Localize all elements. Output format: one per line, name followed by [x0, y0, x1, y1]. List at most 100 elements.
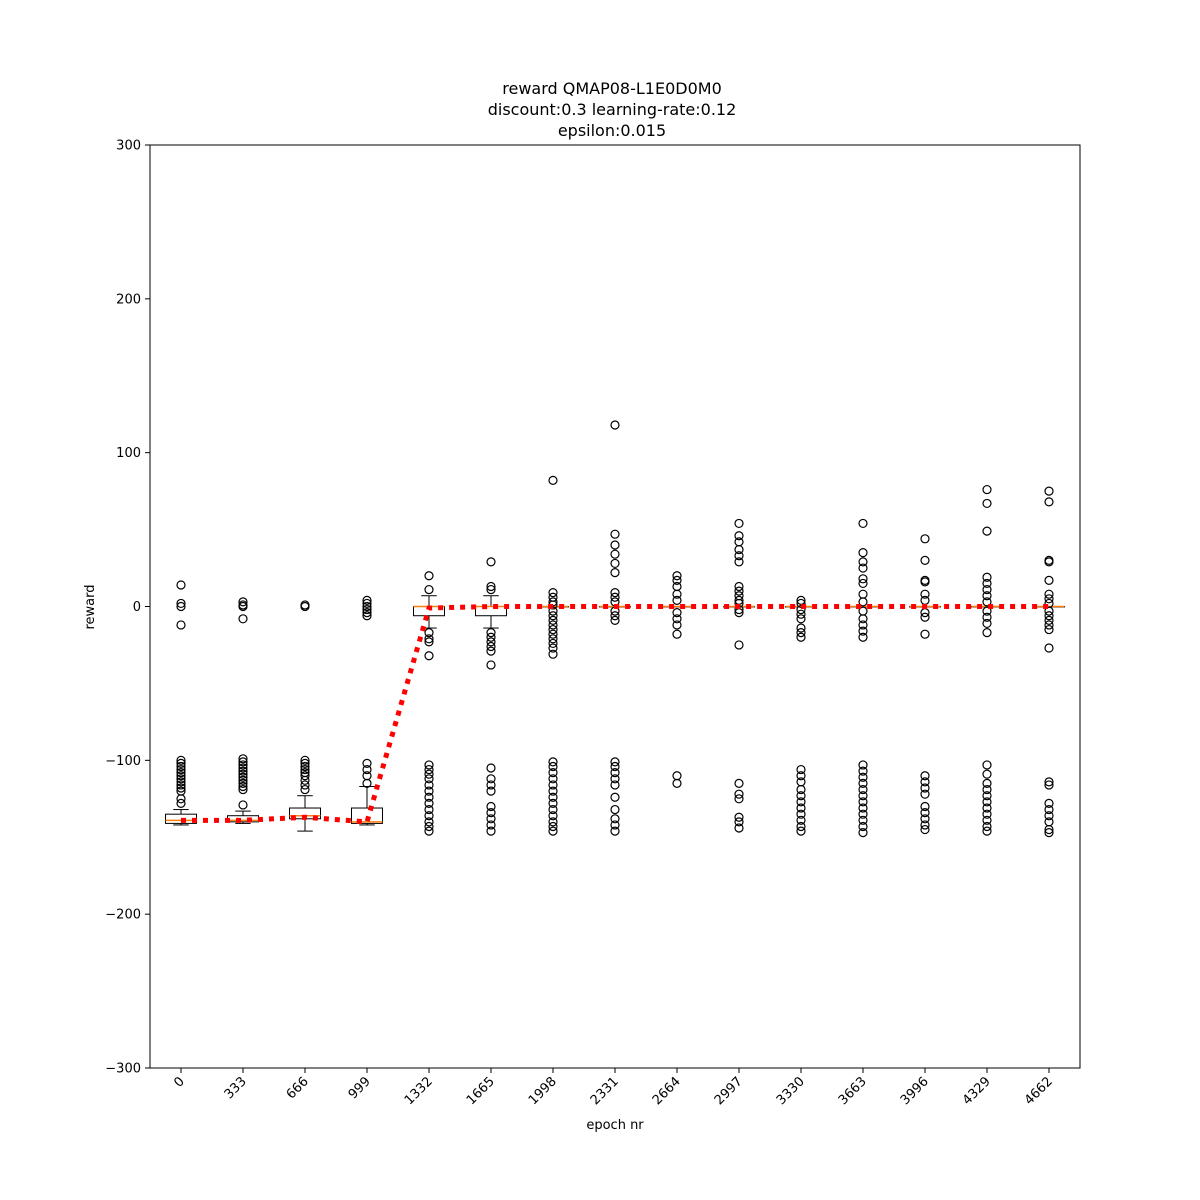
outlier-point — [610, 774, 620, 784]
outlier-point — [238, 760, 248, 770]
outlier-point — [424, 637, 434, 647]
outlier-point — [858, 578, 868, 589]
box-group-1332 — [413, 571, 445, 836]
outlier-point — [610, 820, 620, 830]
outlier-point — [486, 641, 496, 652]
outlier-point — [300, 780, 310, 790]
outlier-point — [796, 791, 806, 801]
outlier-point — [858, 626, 868, 636]
outlier-point — [486, 628, 496, 638]
outlier-point — [982, 484, 992, 495]
outlier-point — [486, 786, 496, 796]
outlier-point — [734, 551, 744, 561]
outlier-point — [176, 771, 186, 781]
outlier-point — [424, 764, 434, 775]
outlier-point — [176, 755, 186, 765]
outlier-point — [300, 601, 310, 612]
outlier-point — [362, 595, 372, 605]
outlier-point — [734, 823, 744, 833]
outlier-point — [176, 764, 186, 775]
outlier-point — [176, 780, 186, 790]
outlier-point — [858, 797, 868, 807]
outlier-point — [796, 628, 806, 638]
outlier-point — [672, 589, 682, 599]
outlier-point — [238, 800, 248, 810]
outlier-point — [920, 808, 930, 818]
outlier-point — [548, 620, 558, 630]
outlier-point — [238, 601, 248, 612]
outlier-point — [176, 768, 186, 778]
outlier-point — [920, 629, 930, 639]
mean-reward-line — [181, 604, 1049, 825]
outlier-point — [610, 420, 620, 430]
outlier-point — [424, 817, 434, 827]
outlier-point — [672, 629, 682, 639]
outlier-point — [548, 761, 558, 772]
outlier-point — [548, 826, 558, 836]
outlier-point — [548, 786, 558, 796]
outlier-point — [548, 780, 558, 790]
outlier-point — [920, 820, 930, 830]
outlier-point — [1044, 804, 1054, 815]
outlier-point — [920, 612, 930, 622]
outlier-point — [734, 518, 744, 529]
outlier-point — [548, 649, 558, 659]
outlier-point — [858, 803, 868, 813]
outlier-point — [1044, 624, 1054, 635]
outlier-point — [610, 757, 620, 767]
outlier-point — [486, 581, 496, 592]
outlier-point — [548, 611, 558, 621]
outlier-point — [982, 803, 992, 813]
box-group-2331 — [599, 420, 631, 836]
outlier-point — [734, 586, 744, 596]
y-tick-label: 0 — [133, 600, 141, 615]
y-tick-label: −300 — [105, 1062, 141, 1077]
outlier-point — [300, 771, 310, 781]
box-group-0 — [165, 580, 197, 826]
outlier-point — [672, 614, 682, 624]
outlier-point — [424, 826, 434, 836]
outlier-point — [486, 774, 496, 784]
outlier-point — [362, 611, 372, 621]
outlier-point — [176, 777, 186, 787]
outlier-point — [672, 595, 682, 605]
outlier-point — [858, 597, 868, 607]
outlier-point — [362, 608, 372, 618]
outlier-point — [1044, 589, 1054, 599]
outlier-point — [486, 660, 496, 670]
outlier-point — [424, 792, 434, 802]
outlier-point — [920, 783, 930, 793]
outlier-point — [610, 588, 620, 598]
outlier-point — [1044, 575, 1054, 585]
y-tick-label: −100 — [105, 754, 141, 769]
outlier-point — [424, 634, 434, 644]
outlier-point — [858, 632, 868, 642]
outlier-point — [300, 764, 310, 775]
outlier-point — [796, 784, 806, 795]
outlier-point — [982, 572, 992, 582]
outlier-point — [424, 821, 434, 832]
outlier-point — [734, 812, 744, 822]
outlier-point — [424, 760, 434, 770]
outlier-point — [486, 584, 496, 595]
outlier-point — [548, 774, 558, 784]
outlier-point — [176, 794, 186, 804]
outlier-point — [920, 824, 930, 835]
outlier-point — [982, 498, 992, 509]
outlier-point — [362, 604, 372, 615]
outlier-point — [362, 601, 372, 612]
outlier-point — [1044, 828, 1054, 838]
outlier-point — [1044, 615, 1054, 625]
outlier-point — [610, 611, 620, 621]
outlier-point — [858, 760, 868, 770]
outlier-point — [238, 766, 248, 776]
outlier-point — [548, 792, 558, 802]
outlier-point — [424, 769, 434, 779]
outlier-point — [610, 804, 620, 815]
outlier-point — [982, 809, 992, 819]
outlier-point — [982, 618, 992, 629]
outlier-point — [548, 757, 558, 767]
outlier-point — [424, 804, 434, 815]
outlier-point — [610, 592, 620, 602]
